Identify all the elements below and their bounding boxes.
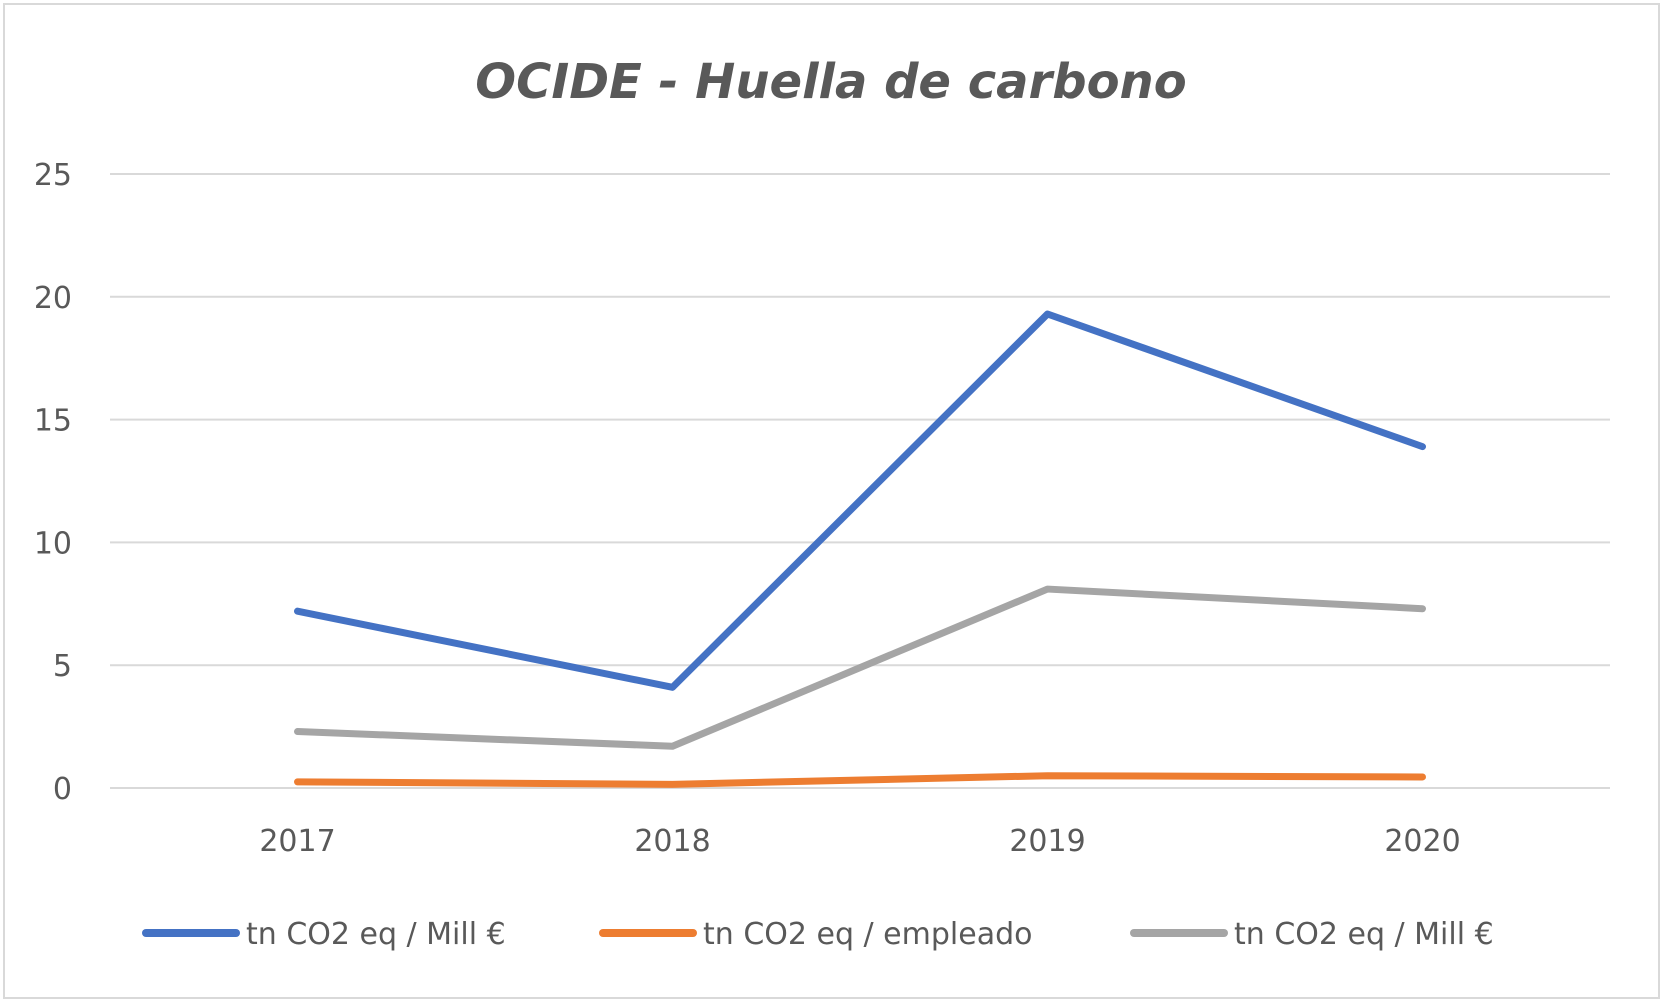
y-tick-label: 5 — [53, 649, 72, 684]
data-point — [1047, 313, 1049, 315]
data-point — [297, 781, 299, 783]
data-point — [672, 686, 674, 688]
data-point — [672, 745, 674, 747]
data-point — [672, 783, 674, 785]
x-tick-label: 2018 — [634, 824, 710, 859]
series-line-2 — [294, 772, 1426, 788]
legend-label-2: tn CO2 eq / empleado — [703, 917, 1032, 952]
y-tick-label: 25 — [34, 158, 72, 193]
data-point — [1047, 775, 1049, 777]
y-tick-label: 0 — [53, 772, 72, 807]
gridlines — [110, 173, 1610, 789]
data-point — [1047, 588, 1049, 590]
y-tick-label: 15 — [34, 404, 72, 439]
series-line-3 — [294, 585, 1426, 750]
y-tick-label: 20 — [34, 281, 72, 316]
data-point — [297, 610, 299, 612]
series-line-1 — [294, 310, 1426, 691]
series-lines — [294, 310, 1426, 788]
data-point — [297, 731, 299, 733]
chart-border — [3, 3, 1660, 999]
data-point — [1422, 608, 1424, 610]
legend-label-1: tn CO2 eq / Mill € — [246, 917, 506, 952]
chart-title: OCIDE - Huella de carbono — [475, 54, 1186, 110]
data-point — [1422, 776, 1424, 778]
y-tick-label: 10 — [34, 526, 72, 561]
legend: tn CO2 eq / Mill € tn CO2 eq / empleado tn… — [142, 917, 1494, 952]
x-axis-ticks: 2017 2018 2019 2020 — [259, 824, 1460, 859]
legend-label-3: tn CO2 eq / Mill € — [1234, 917, 1494, 952]
x-tick-label: 2020 — [1384, 824, 1460, 859]
data-point — [1422, 446, 1424, 448]
x-tick-label: 2019 — [1009, 824, 1085, 859]
y-axis-ticks: 0 5 10 15 20 25 — [34, 158, 72, 807]
x-tick-label: 2017 — [259, 824, 335, 859]
